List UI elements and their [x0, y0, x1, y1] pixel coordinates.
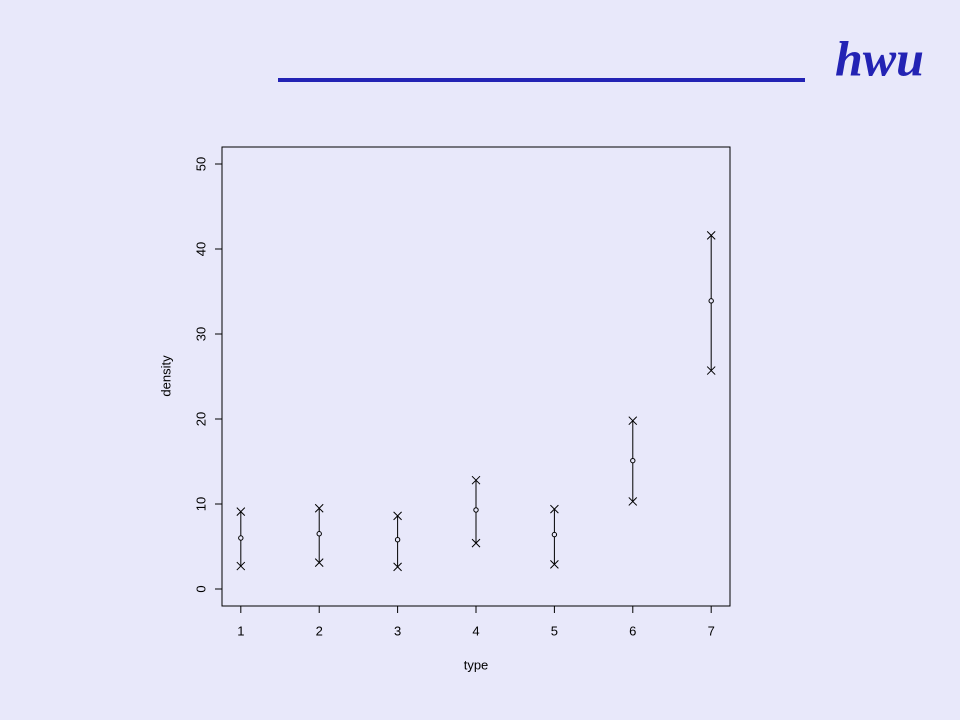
interval-end: [393, 562, 402, 572]
y-tick-label: 50: [193, 157, 208, 171]
interval-end: [628, 497, 638, 506]
interval-end: [550, 504, 559, 514]
interval-end: [314, 558, 324, 568]
interval-end: [236, 561, 246, 571]
x-tick-label: 4: [472, 623, 479, 638]
point-estimate: [551, 531, 558, 538]
interval-end: [550, 559, 559, 569]
x-tick-label: 2: [316, 623, 323, 638]
point-estimate: [316, 531, 322, 537]
point-estimate: [630, 457, 636, 464]
y-tick-label: 40: [193, 242, 208, 256]
interval-end: [706, 231, 716, 240]
logo: hwu: [835, 30, 924, 86]
y-axis-label: density: [158, 355, 173, 397]
point-estimate: [708, 298, 714, 304]
y-tick-label: 20: [193, 412, 208, 426]
x-tick-label: 5: [551, 623, 558, 638]
point-estimate: [238, 535, 244, 541]
interval-end: [236, 507, 246, 517]
x-tick-label: 3: [394, 623, 401, 638]
point-estimate: [473, 507, 479, 513]
x-tick-label: 6: [629, 623, 636, 638]
interval-end: [706, 366, 716, 375]
x-tick-label: 1: [237, 623, 244, 638]
interval-end: [393, 511, 402, 521]
interval-end: [628, 416, 638, 426]
y-tick-label: 0: [193, 585, 208, 592]
interval-end: [471, 475, 481, 485]
x-tick-label: 7: [708, 623, 715, 638]
y-tick-label: 10: [193, 497, 208, 511]
x-axis-label: type: [464, 657, 489, 672]
point-estimate: [394, 537, 401, 543]
y-tick-label: 30: [193, 327, 208, 341]
interval-end: [471, 538, 481, 548]
interval-end: [314, 503, 324, 513]
